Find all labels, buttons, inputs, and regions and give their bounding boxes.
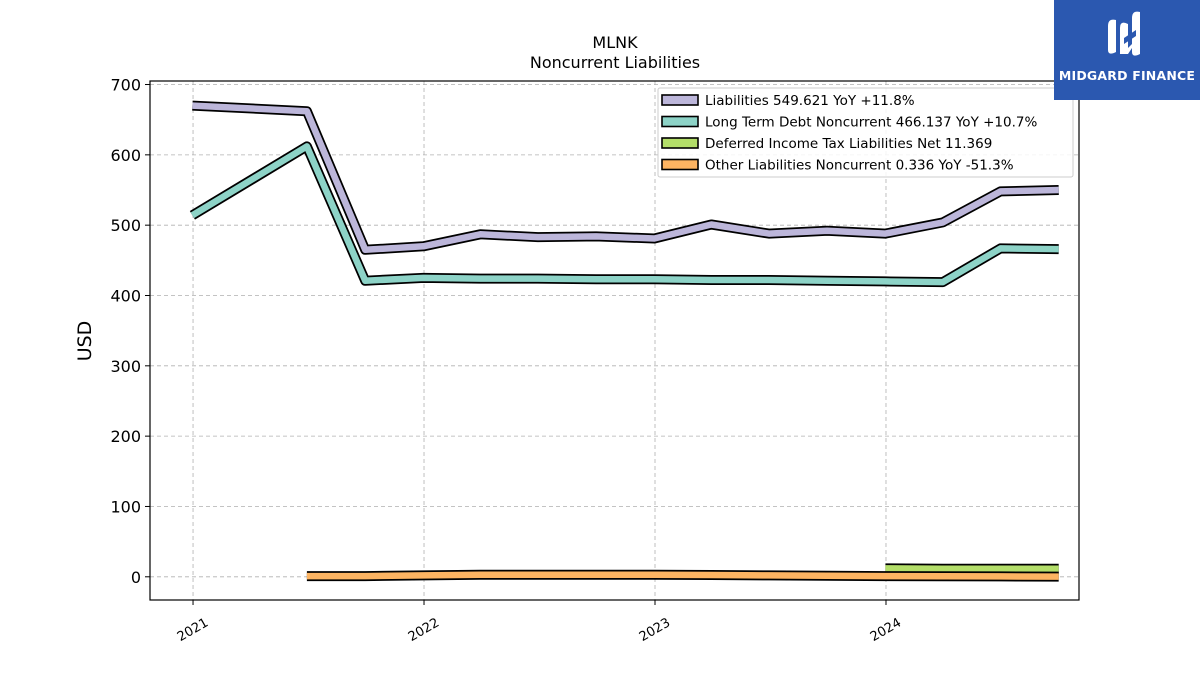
y-tick-label: 400 <box>110 286 141 305</box>
y-tick-label: 600 <box>110 146 141 165</box>
legend-box <box>657 87 1074 178</box>
series-layer <box>189 100 1059 582</box>
y-tick-label: 0 <box>131 568 141 587</box>
x-tick-label: 2021 <box>175 615 211 645</box>
y-tick-label: 700 <box>110 76 141 95</box>
legend-item: Liabilities 549.621 YoY +11.8% <box>661 93 915 109</box>
grid <box>150 81 1079 600</box>
x-tick-label: 2024 <box>868 615 904 645</box>
chart-subtitle: Noncurrent Liabilities <box>530 53 700 72</box>
chart-title: MLNK <box>592 33 638 52</box>
y-axis-label: USD <box>74 321 96 362</box>
legend-swatch <box>661 94 699 106</box>
series-long-term-debt-noncurrent <box>189 141 1059 288</box>
x-tick-label: 2023 <box>637 615 673 645</box>
legend-label: Deferred Income Tax Liabilities Net 11.3… <box>705 136 992 152</box>
legend: Liabilities 549.621 YoY +11.8% Long Term … <box>657 87 1074 178</box>
series-liabilities <box>192 100 1059 255</box>
logo-text: MIDGARD FINANCE <box>1058 68 1196 83</box>
plot-frame <box>149 80 1080 601</box>
legend-swatch <box>661 115 699 128</box>
legend-item: Deferred Income Tax Liabilities Net 11.3… <box>661 136 992 152</box>
legend-label: Liabilities 549.621 YoY +11.8% <box>705 93 915 109</box>
series-line <box>192 102 1059 254</box>
y-tick-label: 100 <box>110 497 141 516</box>
y-tick-label: 500 <box>110 216 141 235</box>
legend-swatch <box>661 158 699 171</box>
y-tick-label: 300 <box>110 357 141 376</box>
series-line <box>190 143 1059 286</box>
y-tick-label: 200 <box>110 427 141 446</box>
brand-logo: MIDGARD FINANCE <box>1054 0 1200 100</box>
legend-item: Long Term Debt Noncurrent 466.137 YoY +1… <box>661 115 1037 131</box>
legend-label: Long Term Debt Noncurrent 466.137 YoY +1… <box>705 115 1037 131</box>
series-other-liabilities-noncurrent <box>306 569 1059 582</box>
series-line <box>306 571 1059 580</box>
legend-item: Other Liabilities Noncurrent 0.336 YoY -… <box>661 158 1014 174</box>
x-tick-label: 2022 <box>406 615 442 645</box>
legend-swatch <box>661 137 699 149</box>
logo-mark-icon <box>1108 11 1140 56</box>
legend-label: Other Liabilities Noncurrent 0.336 YoY -… <box>705 158 1014 174</box>
